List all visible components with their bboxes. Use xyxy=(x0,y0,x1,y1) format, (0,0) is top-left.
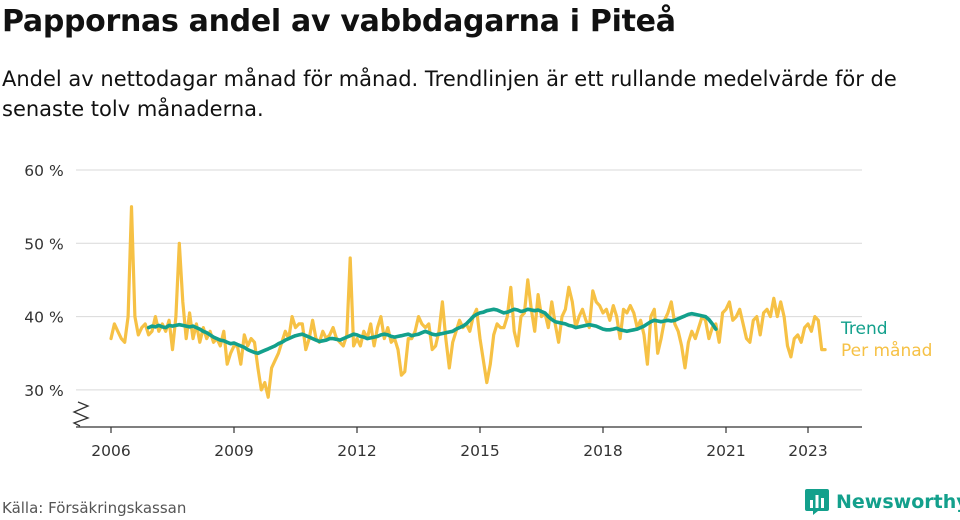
x-tick-label: 2018 xyxy=(583,442,622,460)
x-tick-label: 2012 xyxy=(337,442,376,460)
grid-lines xyxy=(76,169,862,391)
source-note: Källa: Försäkringskassan xyxy=(2,499,187,517)
x-tick-label: 2009 xyxy=(214,442,253,460)
x-axis xyxy=(76,426,862,433)
y-tick-label: 50 % xyxy=(24,235,63,253)
x-tick-label: 2021 xyxy=(706,442,745,460)
brand-name: Newsworthy xyxy=(836,491,960,513)
zigzag-axis-break-icon xyxy=(72,401,90,427)
x-tick-label: 2023 xyxy=(788,442,827,460)
brand-logo: Newsworthy xyxy=(804,488,960,516)
y-tick-label: 60 % xyxy=(24,162,63,180)
series-label-per-manad: Per månad xyxy=(841,340,932,361)
chart-title: Pappornas andel av vabbdagarna i Piteå xyxy=(2,4,676,39)
series-lines xyxy=(109,205,827,399)
y-axis-labels: 30 % 40 % 50 % 60 % xyxy=(24,162,63,400)
y-tick-label: 40 % xyxy=(24,309,63,327)
series-label-trend: Trend xyxy=(840,319,888,339)
series-line-per-manad xyxy=(109,205,827,399)
x-tick-label: 2015 xyxy=(460,442,499,460)
series-line-trend xyxy=(146,307,718,356)
x-axis-labels: 2006 2009 2012 2015 2018 2021 2023 xyxy=(91,442,827,460)
y-tick-label: 30 % xyxy=(24,382,63,400)
chart-subtitle: Andel av nettodagar månad för månad. Tre… xyxy=(2,67,897,121)
x-tick-label: 2006 xyxy=(91,442,130,460)
bar-chart-speech-bubble-icon xyxy=(805,489,829,515)
